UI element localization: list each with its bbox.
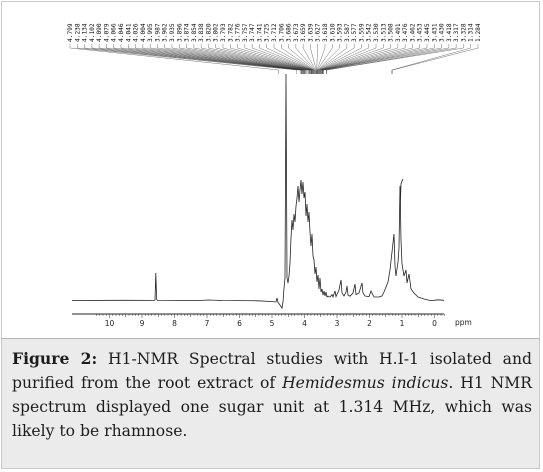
peak-label: 3.874 [184, 23, 191, 42]
axis-tick-label: 1 [400, 319, 405, 328]
peak-label: 4.090 [96, 23, 103, 42]
peak-label: 3.793 [220, 23, 227, 42]
peak-label: 3.935 [169, 23, 176, 42]
peak-label: 3.627 [315, 23, 322, 42]
axis-tick-label: 5 [270, 319, 275, 328]
peak-label: 3.462 [409, 23, 416, 42]
peak-label: 3.587 [344, 23, 351, 42]
peak-label: 3.725 [264, 23, 271, 42]
axis-tick-label: 7 [205, 319, 210, 328]
axis-tick-label: 4 [302, 319, 307, 328]
peak-label: 3.987 [154, 23, 161, 42]
peak-label: 4.799 [67, 23, 74, 42]
peak-connectors [69, 44, 479, 74]
peak-label: 3.757 [242, 23, 249, 42]
peak-label: 3.559 [358, 23, 365, 42]
peak-label: 3.328 [460, 23, 467, 42]
peak-label: 3.854 [191, 23, 198, 42]
peak-label: 3.618 [322, 23, 329, 42]
caption-text-start: H1-NMR Spectral studies with H.I-1 isola… [12, 350, 532, 392]
peak-label: 3.593 [337, 23, 344, 42]
peak-label: 3.445 [424, 23, 431, 42]
axis-tick-labels: 10 9 8 7 6 5 4 3 2 1 0 [105, 319, 437, 328]
peak-label: 3.673 [293, 23, 300, 42]
peak-label: 3.686 [286, 23, 293, 42]
axis-unit-label: ppm [455, 318, 472, 327]
peak-list: 4.799 4.238 4.134 4.102 4.090 4.079 4.066 4.046… [67, 23, 482, 42]
peak-label: 3.802 [213, 23, 220, 42]
nmr-spectrum: 4.799 4.238 4.134 4.102 4.090 4.079 4.066 4.046… [67, 23, 482, 328]
axis-tick-label: 3 [335, 319, 340, 328]
peak-label: 3.530 [373, 23, 380, 42]
peak-label: 3.453 [417, 23, 424, 42]
axis-tick-label: 8 [172, 319, 177, 328]
peak-label: 3.508 [388, 23, 395, 42]
peak-label: 3.542 [366, 23, 373, 42]
peak-label: 4.004 [140, 23, 147, 42]
peak-label: 3.610 [329, 23, 336, 42]
peak-label: 3.896 [176, 23, 183, 42]
caption-box: Figure 2: H1-NMR Spectral studies with H… [1, 338, 540, 469]
peak-label: 3.317 [453, 23, 460, 42]
peak-label: 4.026 [133, 23, 140, 42]
peak-label: 3.577 [351, 23, 358, 42]
peak-label: 3.747 [249, 23, 256, 42]
peak-label: 3.962 [162, 23, 169, 42]
axis-tick-label: 2 [367, 319, 372, 328]
peak-label: 4.066 [111, 23, 118, 42]
caption-label: Figure 2: [12, 349, 98, 368]
peak-label: 4.041 [125, 23, 132, 42]
peak-label: 3.712 [271, 23, 278, 42]
axis-tick-label: 6 [237, 319, 242, 328]
peak-label: 3.995 [147, 23, 154, 42]
peak-label: 3.418 [446, 23, 453, 42]
peak-label: 3.513 [380, 23, 387, 42]
peak-label: 3.741 [256, 23, 263, 42]
peak-label: 3.639 [307, 23, 314, 42]
peak-label: 3.820 [205, 23, 212, 42]
peak-label: 3.838 [198, 23, 205, 42]
peak-label: 4.046 [118, 23, 125, 42]
peak-label: 1.284 [475, 23, 482, 42]
peak-label: 3.491 [395, 23, 402, 42]
peak-label: 3.706 [278, 23, 285, 42]
caption-species-name: Hemidesmus indicus [282, 374, 449, 392]
peak-label: 3.776 [235, 23, 242, 42]
axis-tick-label: 0 [432, 319, 437, 328]
caption-text-end: . H1 NMR spectrum displayed one sugar un… [12, 374, 532, 440]
axis-tick-label: 9 [140, 319, 145, 328]
peak-label: 3.782 [227, 23, 234, 42]
peak-label: 4.102 [89, 23, 96, 42]
peak-label: 4.079 [103, 23, 110, 42]
peak-label: 3.430 [439, 23, 446, 42]
peak-label: 1.314 [468, 23, 475, 42]
peak-label: 3.431 [431, 23, 438, 42]
axis-minor-ticks [96, 314, 445, 318]
axis-tick-label: 10 [105, 319, 115, 328]
peak-label: 3.476 [402, 23, 409, 42]
peak-label: 3.659 [300, 23, 307, 42]
peak-label: 4.134 [82, 23, 89, 42]
spectrum-trace [71, 73, 445, 310]
peak-label: 4.238 [74, 23, 81, 42]
figure-caption: Figure 2: H1-NMR Spectral studies with H… [12, 347, 532, 443]
